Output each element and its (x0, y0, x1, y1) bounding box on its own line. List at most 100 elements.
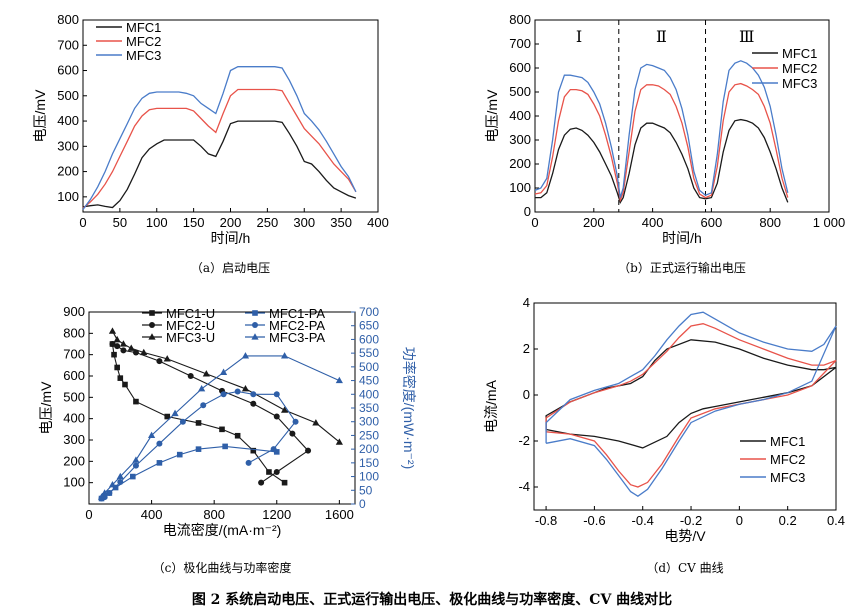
y-tick-label: 400 (509, 108, 531, 123)
series-point-mfc3-u (202, 370, 210, 377)
series-point-mfc1-pa (273, 449, 280, 455)
series-point-mfc1-u (133, 398, 139, 405)
plot-frame (533, 302, 837, 511)
y-tick-label: 400 (57, 113, 79, 128)
x-tick-label: 800 (759, 215, 781, 230)
x-tick-label: -0.4 (632, 513, 654, 528)
series-point-mfc2-u (273, 469, 280, 475)
series-point-mfc3-u (335, 438, 343, 445)
series-point-mfc1-u (164, 413, 171, 420)
y-tick-label: 600 (509, 60, 531, 75)
series-point-mfc3-pa (241, 352, 250, 359)
legend-label-mfc2: MFC2 (770, 452, 805, 467)
panel-caption: （d）CV 曲线 (646, 561, 723, 575)
x-tick-label: 0 (531, 215, 538, 230)
series-point-mfc1-u (122, 381, 128, 388)
x-tick-label: -0.6 (583, 513, 605, 528)
series-point-mfc3-u (140, 348, 148, 356)
series-line-mfc3-u (112, 330, 340, 443)
series-point-mfc3-u (312, 419, 320, 426)
figure-caption: 图 2 系统启动电压、正式运行输出电压、极化曲线与功率密度、CV 曲线对比 (192, 591, 672, 608)
legend-label-mfc1: MFC1 (126, 20, 161, 35)
y-tick-label: 4 (523, 295, 530, 310)
x-tick-label: -0.2 (680, 513, 702, 528)
y-tick-label: 0 (523, 387, 530, 402)
panel-caption: （a）启动电压 (191, 261, 270, 275)
y-tick-label: 100 (63, 475, 85, 490)
y-right-tick-label: 500 (359, 360, 379, 374)
series-point-mfc2-pa (245, 459, 252, 466)
series-point-mfc2-u (273, 413, 280, 420)
x-tick-label: 1 000 (813, 215, 846, 230)
series-point-mfc2-pa (220, 391, 227, 398)
y-tick-label: 500 (57, 88, 79, 103)
x-tick-label: 800 (203, 507, 225, 522)
legend-label-mfc1-pa: MFC1-PA (269, 306, 325, 321)
chart-panel-c: 0 400 800 1200 16001002003004005006007008009… (38, 304, 417, 575)
series-point-mfc2-pa (250, 391, 257, 398)
series-point-mfc2-u (289, 430, 296, 437)
series-point-mfc1-u (234, 432, 241, 439)
x-tick-label: -0.8 (535, 513, 557, 528)
x-tick-label: 0 (736, 513, 743, 528)
y-right-tick-label: 700 (359, 305, 379, 319)
series-point-mfc2-u (187, 373, 194, 379)
legend-label-mfc3: MFC3 (782, 76, 817, 91)
x-tick-label: 0.4 (827, 513, 845, 528)
series-point-mfc3-pa (171, 409, 179, 417)
y-right-tick-label: 350 (359, 401, 379, 415)
x-tick-label: 200 (583, 215, 605, 230)
chart-panel-d: -0.8 -0.6 -0.4 -0.2 0 0.2 0.4 -4 -2 0 2 4 电势/V 电流/mA （… (483, 295, 845, 575)
series-point-mfc1-pa (195, 446, 202, 452)
series-point-mfc1-u (219, 426, 225, 433)
y-tick-label: 500 (63, 389, 85, 404)
series-line-mfc3 (545, 311, 837, 497)
panel-caption: （b）正式运行输出电压 (618, 260, 746, 275)
x-tick-label: 1600 (325, 507, 354, 522)
series-point-mfc3-pa (101, 489, 109, 496)
series-line-mfc2 (534, 82, 789, 203)
series-point-mfc1-u (114, 364, 120, 371)
y-tick-label: 300 (57, 138, 79, 153)
legend-marker-mfc3-u (148, 333, 156, 340)
series-point-mfc3-u (113, 335, 121, 343)
series-line-mfc1-pa (101, 445, 277, 499)
series-point-mfc3-u (163, 355, 171, 362)
series-point-mfc2-u (156, 358, 163, 365)
series-point-mfc1-pa (112, 484, 119, 491)
series-point-mfc2-u (120, 347, 127, 354)
phase-label: Ⅲ (739, 27, 754, 46)
y-right-tick-label: 50 (359, 483, 373, 497)
y-tick-label: 300 (63, 432, 85, 447)
x-tick-label: 50 (113, 215, 127, 230)
x-axis-label: 时间/h (211, 230, 251, 246)
series-point-mfc1-u (117, 375, 124, 381)
x-tick-label: 600 (701, 215, 723, 230)
series-point-mfc1-u (111, 351, 117, 358)
y-tick-label: -4 (518, 479, 530, 494)
y-tick-label: 500 (509, 84, 531, 99)
x-tick-label: 200 (220, 215, 242, 230)
x-tick-label: 0 (79, 215, 86, 230)
legend-label-mfc1-u: MFC1-U (166, 306, 215, 321)
x-axis-label: 时间/h (662, 230, 702, 246)
series-point-mfc1-u (281, 479, 288, 486)
y-right-tick-label: 450 (359, 374, 379, 388)
x-tick-label: 0.2 (779, 513, 797, 528)
series-line-mfc2 (545, 323, 837, 488)
legend-label-mfc1: MFC1 (782, 46, 817, 61)
y-right-tick-label: 600 (359, 332, 379, 346)
series-point-mfc2-pa (234, 388, 241, 395)
legend-label-mfc3: MFC3 (126, 48, 161, 63)
series-point-mfc3-u (108, 327, 117, 334)
series-point-mfc2-pa (292, 418, 299, 425)
series-line-mfc2 (82, 88, 357, 209)
series-point-mfc1-pa (222, 443, 228, 450)
chart-panel-a: 0 50 100 150 200 250 300 350 400 100 200 300 400 500 6… (32, 12, 389, 275)
x-tick-label: 400 (367, 215, 389, 230)
x-tick-label: 100 (146, 215, 168, 230)
y-tick-label: 700 (509, 36, 531, 51)
x-tick-label: 150 (183, 215, 205, 230)
series-line-mfc3 (82, 66, 357, 210)
series-point-mfc3-u (241, 385, 250, 392)
